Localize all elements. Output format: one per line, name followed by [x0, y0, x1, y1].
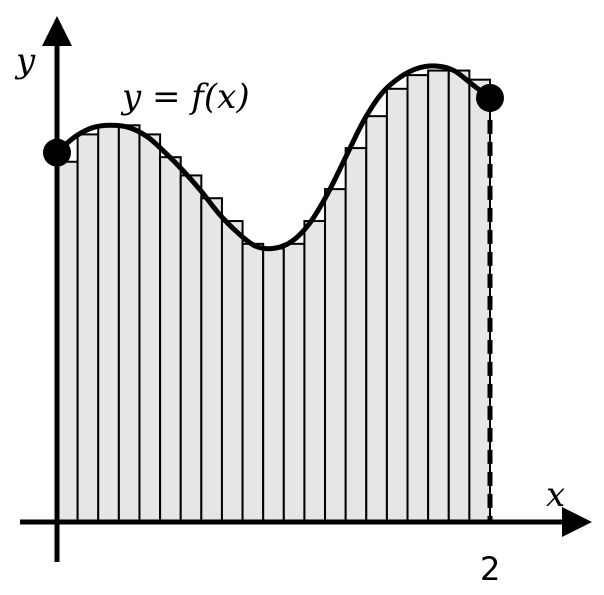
- function-label: y = f(x): [120, 77, 250, 117]
- riemann-rectangle: [200, 197, 223, 524]
- end-point-dot: [476, 83, 504, 112]
- riemann-rectangle: [427, 69, 450, 523]
- riemann-rectangle: [138, 133, 162, 523]
- riemann-rectangle: [303, 220, 327, 523]
- riemann-rectangle: [468, 78, 491, 524]
- x-tick-label-2: 2: [480, 550, 500, 588]
- function-curve: [54, 63, 493, 252]
- riemann-rectangle: [220, 220, 244, 523]
- riemann-rectangle: [76, 133, 100, 523]
- riemann-rectangle: [179, 174, 203, 523]
- riemann-rectangle: [344, 147, 368, 524]
- riemann-rectangle: [117, 124, 141, 523]
- riemann-rectangle: [385, 87, 409, 524]
- x-axis-label: x: [546, 475, 565, 515]
- riemann-rectangle: [324, 188, 347, 523]
- riemann-rectangle: [365, 115, 388, 523]
- riemann-rectangle: [97, 124, 120, 523]
- y-axis-label: y: [14, 41, 36, 81]
- riemann-rectangle: [159, 156, 182, 523]
- riemann-rectangle: [282, 242, 306, 523]
- riemann-rectangles: [56, 69, 491, 524]
- riemann-rectangle: [406, 74, 430, 524]
- start-point-dot: [43, 138, 71, 167]
- riemann-rectangle: [262, 247, 285, 523]
- riemann-rectangle: [56, 160, 79, 523]
- riemann-rectangle: [241, 242, 265, 523]
- riemann-rectangle: [447, 69, 471, 523]
